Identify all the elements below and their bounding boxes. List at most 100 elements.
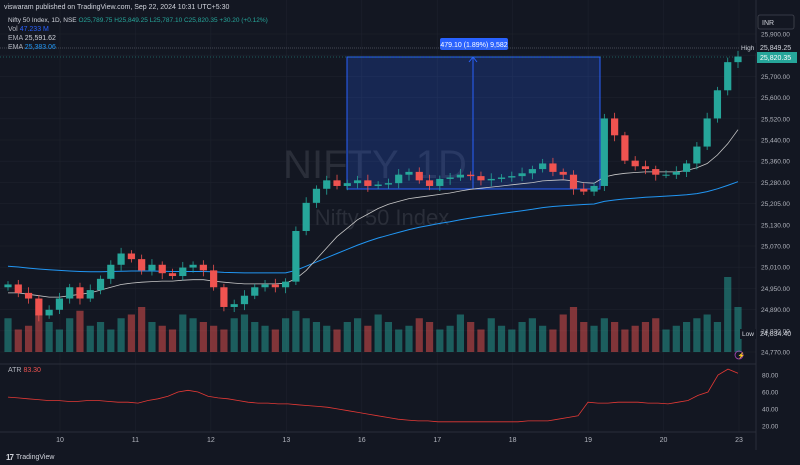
volume-bar	[66, 318, 74, 352]
volume-bar	[508, 329, 516, 352]
atr-tick-label: 20.00	[762, 424, 779, 431]
candle-body	[425, 180, 434, 186]
volume-bar	[497, 325, 506, 352]
time-tick-label: 16	[358, 437, 366, 444]
candle-body	[600, 118, 608, 186]
price-tick-label: 25,700.00	[761, 74, 790, 81]
candle-body	[312, 188, 321, 203]
candle-body	[107, 264, 115, 279]
low-tag-bg	[740, 329, 756, 339]
candle-body	[220, 287, 228, 307]
volume-bar	[210, 325, 218, 352]
volume-bar	[641, 322, 650, 352]
volume-bar	[539, 325, 547, 352]
event-badge-icon[interactable]	[734, 350, 744, 360]
volume-bar	[734, 307, 742, 352]
atr-tick-label: 80.00	[762, 373, 779, 380]
symbol-name[interactable]: Nifty 50 Index, 1D, NSE	[8, 17, 77, 24]
volume-bar	[117, 318, 125, 352]
time-tick-label: 19	[584, 437, 592, 444]
volume-bar	[425, 322, 434, 352]
candle-body	[189, 264, 197, 268]
candle-body	[395, 174, 403, 184]
currency-badge[interactable]	[757, 14, 795, 30]
candle-body	[652, 169, 660, 175]
ema-fast-line	[8, 129, 739, 298]
atr-tick-label: 40.00	[762, 407, 779, 414]
ema-slow-legend[interactable]: EMA 25,383.06	[8, 44, 56, 51]
candle-body	[127, 253, 135, 260]
volume-bar	[662, 329, 670, 352]
price-tick-label: 25,520.00	[761, 116, 790, 123]
volume-bar	[179, 314, 187, 352]
candle-body	[168, 273, 177, 277]
ema-fast-legend[interactable]: EMA 25,591.62	[8, 35, 56, 42]
watermark-name: Nifty 50 Index	[315, 205, 450, 230]
candle-body	[477, 176, 485, 181]
volume-bar	[168, 329, 177, 352]
candle-body	[158, 264, 166, 274]
price-tick-label: 24,830.00	[761, 328, 790, 335]
time-tick-label: 11	[132, 437, 139, 444]
candle-body	[117, 253, 125, 265]
candle-body	[662, 174, 670, 176]
candle-body	[138, 259, 146, 271]
volume-bar	[384, 322, 393, 352]
volume-bar	[138, 307, 146, 352]
candle-body	[333, 180, 341, 186]
footer-brand: TradingView	[15, 454, 55, 461]
volume-bar	[456, 314, 464, 352]
volume-bar	[477, 329, 485, 352]
atr-legend[interactable]: ATR 83.30	[8, 367, 41, 374]
price-tick-label: 25,600.00	[761, 95, 790, 102]
candle-body	[55, 298, 64, 310]
candle-body	[456, 174, 464, 178]
candle-body	[631, 160, 639, 167]
atr-value: 83.30	[23, 367, 41, 374]
symbol-legend: Nifty 50 Index, 1D, NSE O25,789.75 H25,8…	[8, 17, 268, 24]
volume-bar	[312, 322, 321, 352]
candle-body	[45, 309, 53, 316]
candle-body	[282, 281, 290, 288]
volume-bar	[35, 314, 43, 352]
candle-body	[580, 188, 588, 192]
volume-bar	[353, 318, 362, 352]
candle-body	[713, 90, 722, 119]
ohlc-values: O25,789.75 H25,849.25 L25,787.10 C25,820…	[78, 17, 268, 24]
candle-body	[672, 171, 680, 175]
vol-legend[interactable]: Vol 47.233 M	[8, 26, 49, 33]
price-tick-label: 24,890.00	[761, 307, 790, 314]
volume-bar	[652, 318, 660, 352]
volume-bar	[55, 329, 64, 352]
price-tick-label: 25,130.00	[761, 222, 790, 229]
volume-bar	[4, 318, 12, 352]
lightning-icon: ⚡	[738, 352, 745, 360]
candle-body	[66, 287, 74, 299]
volume-bar	[631, 325, 639, 352]
candle-body	[641, 166, 650, 170]
volume-bar	[446, 325, 454, 352]
last-price-badge	[757, 52, 797, 63]
volume-bar	[302, 318, 310, 352]
candle-body	[693, 146, 701, 164]
time-tick-label: 13	[282, 437, 290, 444]
high-tag: High	[741, 45, 755, 52]
candle-body	[559, 171, 567, 175]
volume-bar	[405, 325, 413, 352]
low-tag: Low	[742, 331, 754, 338]
price-tick-label: 25,280.00	[761, 180, 790, 187]
ema-fast-label: EMA	[8, 35, 23, 42]
atr-tick-label: 60.00	[762, 390, 779, 397]
volume-bar	[569, 307, 578, 352]
atr-label: ATR	[8, 367, 22, 374]
candle-body	[76, 287, 84, 299]
price-tick-label: 25,070.00	[761, 244, 790, 251]
low-value: 24,834.40	[760, 331, 791, 338]
volume-bar	[549, 329, 557, 352]
volume-bar	[292, 310, 300, 352]
candle-body	[14, 284, 22, 293]
candle-body	[734, 56, 742, 63]
volume-bar	[611, 322, 619, 352]
candle-body	[446, 177, 454, 179]
